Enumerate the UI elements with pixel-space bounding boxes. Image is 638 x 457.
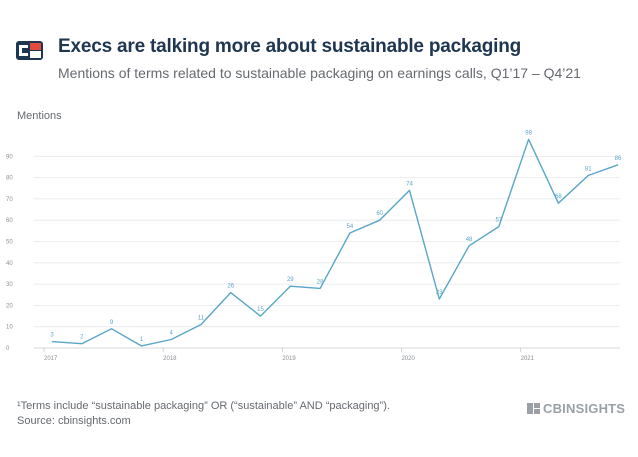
data-label: 29: [287, 277, 294, 283]
data-label: 48: [466, 237, 473, 243]
y-axis-label: Mentions: [17, 110, 62, 122]
y-tick-label: 20: [6, 303, 13, 309]
data-label: 68: [555, 194, 562, 200]
line-chart: 0 10 20 30 40 50 60 70 80 90 2017 2018 2019 2020 2021 3…: [6, 130, 622, 362]
y-tick-label: 60: [6, 218, 13, 224]
y-tick-label: 40: [6, 261, 13, 267]
y-tick-label: 30: [6, 282, 13, 288]
cb-insights-logo-icon: [16, 41, 43, 60]
x-tick-label: 2020: [401, 356, 415, 362]
data-label: 11: [198, 316, 205, 322]
data-label: 1: [140, 337, 144, 343]
y-tick-label: 80: [6, 176, 13, 182]
data-label: 3: [50, 333, 54, 339]
series-line: [51, 138, 619, 347]
data-label: 9: [110, 320, 114, 326]
x-tick-label: 2021: [521, 356, 535, 362]
y-tick-label: 90: [6, 154, 13, 160]
chart-subtitle: Mentions of terms related to sustainable…: [58, 65, 581, 81]
data-label: 26: [227, 284, 234, 290]
data-label: 15: [257, 307, 264, 313]
y-tick-label: 70: [6, 197, 13, 203]
x-tick-label: 2018: [163, 356, 177, 362]
x-tick-label: 2019: [282, 356, 296, 362]
footnote: ¹Terms include “sustainable packaging” O…: [17, 400, 390, 412]
data-label: 28: [317, 279, 324, 285]
brand-mark: CBINSIGHTS: [527, 400, 626, 416]
data-label: 57: [495, 218, 502, 224]
data-label: 81: [585, 166, 592, 172]
brand-logo-icon: [527, 402, 540, 414]
data-label: 86: [615, 156, 622, 162]
data-label: 54: [347, 224, 354, 230]
y-tick-label: 0: [6, 346, 10, 352]
data-label: 2: [80, 335, 84, 341]
data-label: 4: [169, 330, 173, 336]
source-note: Source: cbinsights.com: [17, 415, 131, 427]
data-label: 98: [525, 130, 532, 136]
chart-title: Execs are talking more about sustainable…: [58, 36, 522, 57]
y-tick-label: 50: [6, 240, 13, 246]
data-label: 23: [436, 290, 443, 296]
x-tick-label: 2017: [44, 356, 58, 362]
data-label: 60: [376, 211, 383, 217]
data-label: 74: [406, 181, 413, 187]
y-tick-label: 10: [6, 325, 13, 331]
brand-text: CBINSIGHTS: [543, 400, 626, 416]
